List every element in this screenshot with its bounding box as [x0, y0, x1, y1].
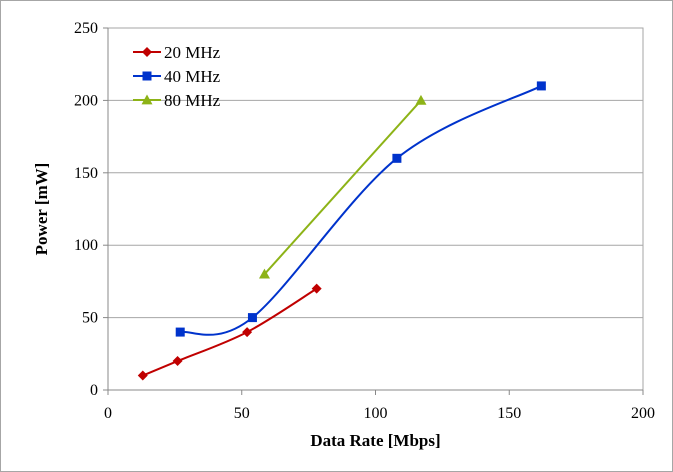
legend-label-80-mhz: 80 MHz [164, 91, 221, 110]
series-line-80-mhz [263, 99, 422, 275]
y-tick-label: 0 [90, 382, 98, 399]
y-tick-label: 50 [82, 310, 98, 327]
series-line-40-mhz [180, 85, 542, 336]
legend-entry-40-mhz: 40 MHz [133, 67, 221, 86]
y-tick-label: 100 [74, 237, 98, 254]
axes: 0 50 100 150 200 250 0 50 100 150 200 [74, 20, 655, 422]
x-tick-label: 100 [364, 405, 388, 422]
data-point-80-mhz [415, 94, 427, 105]
y-tick-label: 150 [74, 165, 98, 182]
series-80-mhz [258, 94, 427, 279]
data-point-40-mhz [247, 313, 257, 323]
data-point-20-mhz [311, 283, 322, 294]
x-tick-label: 150 [497, 405, 521, 422]
x-axis-title: Data Rate [Mbps] [310, 431, 440, 450]
x-tick-label: 0 [104, 405, 112, 422]
legend-entry-20-mhz: 20 MHz [133, 43, 221, 62]
y-tick-label: 250 [74, 20, 98, 37]
data-point-40-mhz [392, 153, 402, 163]
data-point-20-mhz [137, 370, 148, 381]
x-tick-label: 50 [234, 405, 250, 422]
legend-marker-20-mhz [142, 47, 152, 57]
series-20-mhz [137, 283, 322, 381]
series-layer [137, 81, 546, 381]
y-axis-title: Power [mW] [32, 163, 51, 256]
legend-label-20-mhz: 20 MHz [164, 43, 221, 62]
data-point-40-mhz [175, 327, 185, 337]
y-tick-label: 200 [74, 92, 98, 109]
x-tick-label: 200 [631, 405, 655, 422]
data-point-40-mhz [536, 81, 546, 91]
data-point-80-mhz [258, 268, 270, 279]
data-point-20-mhz [242, 327, 253, 338]
legend-entry-80-mhz: 80 MHz [133, 91, 221, 110]
legend-label-40-mhz: 40 MHz [164, 67, 221, 86]
legend-marker-80-mhz [141, 94, 153, 105]
series-40-mhz [175, 81, 546, 337]
series-line-20-mhz [142, 287, 318, 377]
legend: 20 MHz 40 MHz 80 MHz [133, 43, 221, 110]
legend-marker-40-mhz [142, 71, 152, 81]
data-point-20-mhz [172, 356, 183, 367]
